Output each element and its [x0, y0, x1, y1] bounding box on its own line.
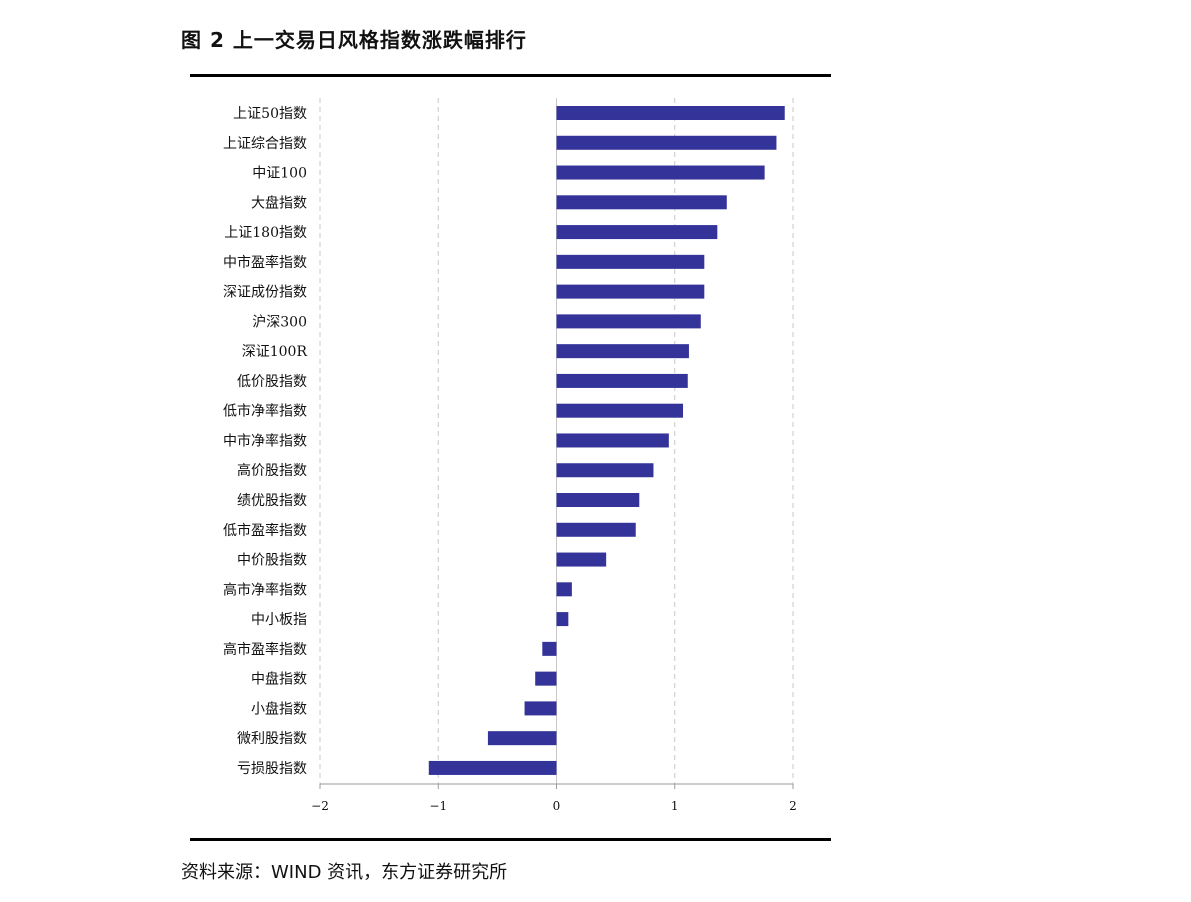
- category-label: 上证综合指数: [223, 136, 307, 152]
- bar: [556, 254, 705, 269]
- x-tick-label: 0: [553, 799, 561, 813]
- category-label: 上证50指数: [233, 106, 307, 122]
- figure-title: 图 2 上一交易日风格指数涨跌幅排行: [181, 28, 527, 52]
- category-label: 绩优股指数: [237, 493, 307, 509]
- category-label: 高价股指数: [237, 462, 307, 479]
- bar: [556, 284, 705, 299]
- bar: [556, 582, 572, 597]
- bar: [556, 403, 684, 418]
- bar: [487, 731, 557, 746]
- bar: [524, 701, 557, 716]
- category-label: 中价股指数: [237, 553, 307, 569]
- x-tick-label: 2: [789, 799, 797, 813]
- bar: [556, 195, 727, 210]
- bar: [428, 760, 557, 775]
- category-label: 亏损股指数: [237, 761, 307, 777]
- category-label: 高市净率指数: [223, 581, 307, 598]
- bar: [556, 225, 718, 240]
- category-label: 中盘指数: [251, 671, 307, 688]
- bar: [556, 433, 669, 448]
- bar: [556, 463, 654, 478]
- category-label: 低市净率指数: [223, 403, 307, 420]
- bar: [556, 552, 607, 567]
- bar: [556, 612, 569, 627]
- bar: [556, 493, 640, 508]
- bar: [556, 522, 636, 537]
- bar: [556, 344, 689, 359]
- category-label: 沪深300: [252, 314, 307, 330]
- category-label: 上证180指数: [224, 225, 307, 241]
- category-label: 深证100R: [242, 344, 308, 360]
- category-label: 中市盈率指数: [223, 254, 307, 271]
- x-tick-label: 1: [671, 799, 679, 813]
- x-tick-label: −1: [429, 799, 447, 813]
- bar: [556, 373, 688, 388]
- category-label: 低市盈率指数: [223, 522, 307, 539]
- top-rule: [190, 74, 831, 77]
- category-label: 微利股指数: [237, 731, 307, 747]
- category-label: 低价股指数: [237, 374, 307, 390]
- bars: [428, 106, 785, 775]
- bar: [556, 314, 701, 329]
- bar: [542, 641, 557, 656]
- x-tick-label: −2: [311, 799, 329, 813]
- category-label: 大盘指数: [251, 194, 307, 211]
- category-label: 深证成份指数: [223, 285, 307, 301]
- bar: [556, 106, 785, 120]
- category-label: 中证100: [252, 166, 307, 182]
- category-label: 中小板指: [251, 612, 307, 628]
- source-note: 资料来源：WIND 资讯，东方证券研究所: [181, 862, 508, 883]
- bar: [556, 135, 777, 150]
- x-axis: −2 −1 0 1 2: [311, 783, 797, 813]
- category-label: 中市净率指数: [223, 432, 307, 449]
- bar: [556, 165, 765, 180]
- bottom-rule: [190, 838, 831, 841]
- category-label: 小盘指数: [251, 700, 307, 717]
- bar: [535, 671, 557, 686]
- category-label: 高市盈率指数: [223, 641, 307, 658]
